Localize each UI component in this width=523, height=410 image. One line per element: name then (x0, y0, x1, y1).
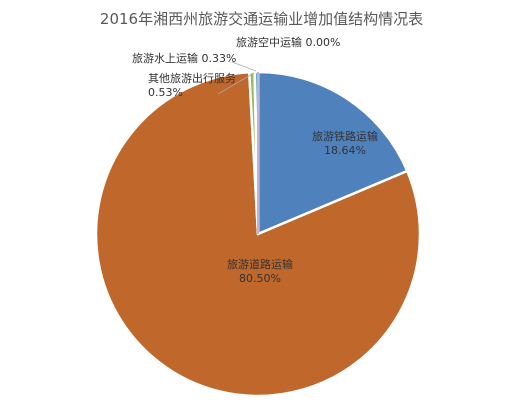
slice-0 (256, 70, 409, 236)
leader-line-2 (217, 72, 255, 95)
slice-label-0: 旅游铁路运输 18.64% (312, 129, 378, 157)
slice-label-4: 旅游空中运输 0.00% (236, 35, 340, 49)
slice-label-2: 其他旅游出行服务 0.53% (148, 71, 236, 99)
chart-title: 2016年湘西州旅游交通运输业增加值结构情况表 (99, 10, 424, 28)
leader-line-3 (231, 61, 257, 72)
slice-label-3: 旅游水上运输 0.33% (132, 51, 236, 65)
slice-label-1: 旅游道路运输 80.50% (227, 257, 293, 285)
